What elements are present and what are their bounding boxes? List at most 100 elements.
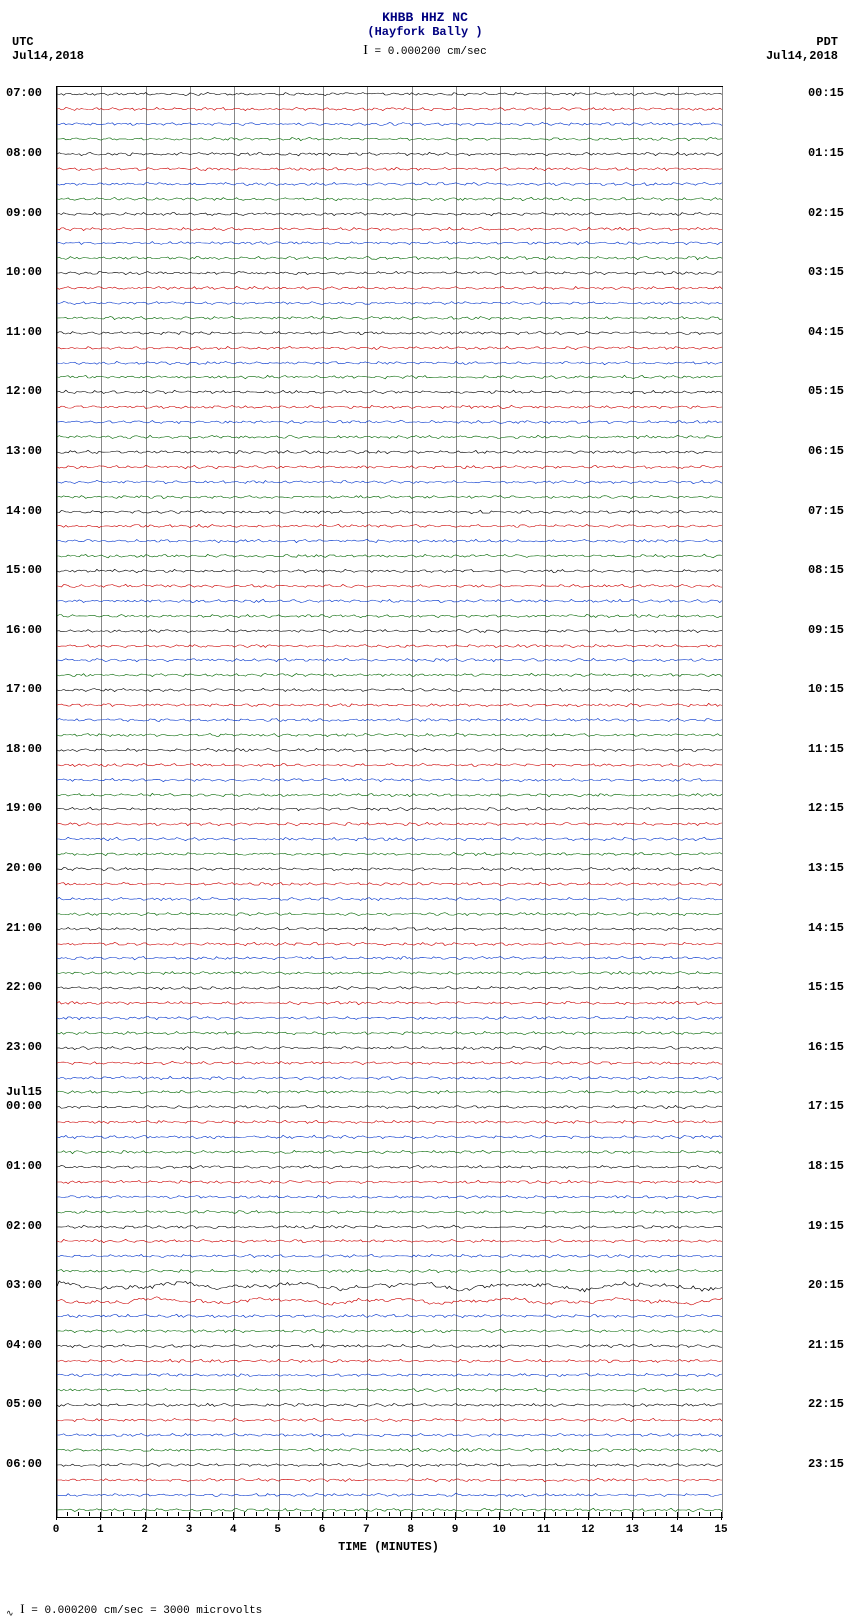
seismic-trace	[57, 1309, 722, 1323]
seismic-trace	[57, 802, 722, 816]
x-tick-label: 10	[493, 1524, 506, 1536]
seismic-trace	[57, 326, 722, 340]
x-tick-label: 6	[319, 1524, 326, 1536]
seismic-trace	[57, 296, 722, 310]
seismic-trace	[57, 966, 722, 980]
hour-label-pdt: 05:15	[808, 384, 844, 398]
hour-label-pdt: 06:15	[808, 444, 844, 458]
seismic-trace	[57, 1279, 722, 1293]
hour-label-pdt: 16:15	[808, 1040, 844, 1054]
hour-label-pdt: 21:15	[808, 1338, 844, 1352]
station-name: (Hayfork Bally )	[0, 25, 850, 39]
seismic-trace	[57, 683, 722, 697]
hour-label-utc: 22:00	[6, 980, 42, 994]
x-axis-title: TIME (MINUTES)	[56, 1540, 721, 1554]
hour-label-utc: 08:00	[6, 146, 42, 160]
hour-label-pdt: 15:15	[808, 980, 844, 994]
x-tick-label: 15	[714, 1524, 727, 1536]
x-tick-label: 7	[363, 1524, 370, 1536]
hour-label-utc: 14:00	[6, 504, 42, 518]
hour-label-pdt: 18:15	[808, 1159, 844, 1173]
seismic-trace	[57, 1294, 722, 1308]
hour-label-pdt: 19:15	[808, 1219, 844, 1233]
seismic-trace	[57, 877, 722, 891]
hour-label-utc: 12:00	[6, 384, 42, 398]
hour-label-utc: 10:00	[6, 265, 42, 279]
seismic-trace	[57, 1115, 722, 1129]
seismic-trace	[57, 1011, 722, 1025]
seismic-trace	[57, 1264, 722, 1278]
seismic-trace	[57, 743, 722, 757]
seismic-trace	[57, 1190, 722, 1204]
hour-label-utc: 19:00	[6, 801, 42, 815]
hour-label-utc: 18:00	[6, 742, 42, 756]
hour-label-pdt: 07:15	[808, 504, 844, 518]
seismic-trace	[57, 192, 722, 206]
seismic-trace	[57, 1324, 722, 1338]
seismic-trace	[57, 609, 722, 623]
hour-label-utc: 11:00	[6, 325, 42, 339]
seismic-trace	[57, 445, 722, 459]
seismic-trace	[57, 1354, 722, 1368]
x-tick-label: 3	[186, 1524, 193, 1536]
timezone-right: PDT Jul14,2018	[766, 35, 838, 63]
hour-label-pdt: 00:15	[808, 86, 844, 100]
seismic-trace	[57, 311, 722, 325]
hour-label-pdt: 01:15	[808, 146, 844, 160]
hour-label-utc: 21:00	[6, 921, 42, 935]
seismic-trace	[57, 460, 722, 474]
seismic-trace	[57, 1458, 722, 1472]
seismic-trace	[57, 534, 722, 548]
seismic-trace	[57, 385, 722, 399]
seismic-trace	[57, 698, 722, 712]
scale-reference: I = 0.000200 cm/sec	[0, 43, 850, 59]
hour-label-pdt: 22:15	[808, 1397, 844, 1411]
hour-label-pdt: 03:15	[808, 265, 844, 279]
seismic-trace	[57, 341, 722, 355]
seismic-trace	[57, 207, 722, 221]
seismic-trace	[57, 1413, 722, 1427]
date-marker: Jul15	[6, 1085, 42, 1099]
seismic-trace	[57, 132, 722, 146]
seismic-trace	[57, 549, 722, 563]
hour-label-pdt: 23:15	[808, 1457, 844, 1471]
seismic-trace	[57, 862, 722, 876]
seismic-trace	[57, 1249, 722, 1263]
seismic-trace	[57, 1071, 722, 1085]
x-tick-label: 13	[626, 1524, 639, 1536]
seismic-trace	[57, 1428, 722, 1442]
seismic-trace	[57, 817, 722, 831]
seismic-trace	[57, 564, 722, 578]
hour-label-utc: 00:00	[6, 1099, 42, 1113]
hour-label-pdt: 10:15	[808, 682, 844, 696]
hour-label-utc: 07:00	[6, 86, 42, 100]
seismic-trace	[57, 430, 722, 444]
seismic-trace	[57, 1041, 722, 1055]
seismic-trace	[57, 1160, 722, 1174]
seismic-trace	[57, 832, 722, 846]
seismogram-plot	[56, 86, 723, 1518]
hour-label-utc: 09:00	[6, 206, 42, 220]
seismic-trace	[57, 1026, 722, 1040]
seismic-trace	[57, 668, 722, 682]
seismic-trace	[57, 102, 722, 116]
hour-label-pdt: 04:15	[808, 325, 844, 339]
seismic-trace	[57, 1383, 722, 1397]
seismic-trace	[57, 1100, 722, 1114]
seismic-trace	[57, 1145, 722, 1159]
x-tick-label: 12	[581, 1524, 594, 1536]
seismic-trace	[57, 1234, 722, 1248]
hour-label-utc: 17:00	[6, 682, 42, 696]
seismic-trace	[57, 951, 722, 965]
station-id: KHBB HHZ NC	[0, 10, 850, 25]
x-tick-label: 5	[274, 1524, 281, 1536]
hour-label-utc: 15:00	[6, 563, 42, 577]
x-tick-label: 1	[97, 1524, 104, 1536]
seismic-trace	[57, 1488, 722, 1502]
seismic-trace	[57, 624, 722, 638]
hour-label-utc: 20:00	[6, 861, 42, 875]
hour-label-utc: 03:00	[6, 1278, 42, 1292]
hour-label-utc: 06:00	[6, 1457, 42, 1471]
hour-label-utc: 02:00	[6, 1219, 42, 1233]
seismic-trace	[57, 847, 722, 861]
